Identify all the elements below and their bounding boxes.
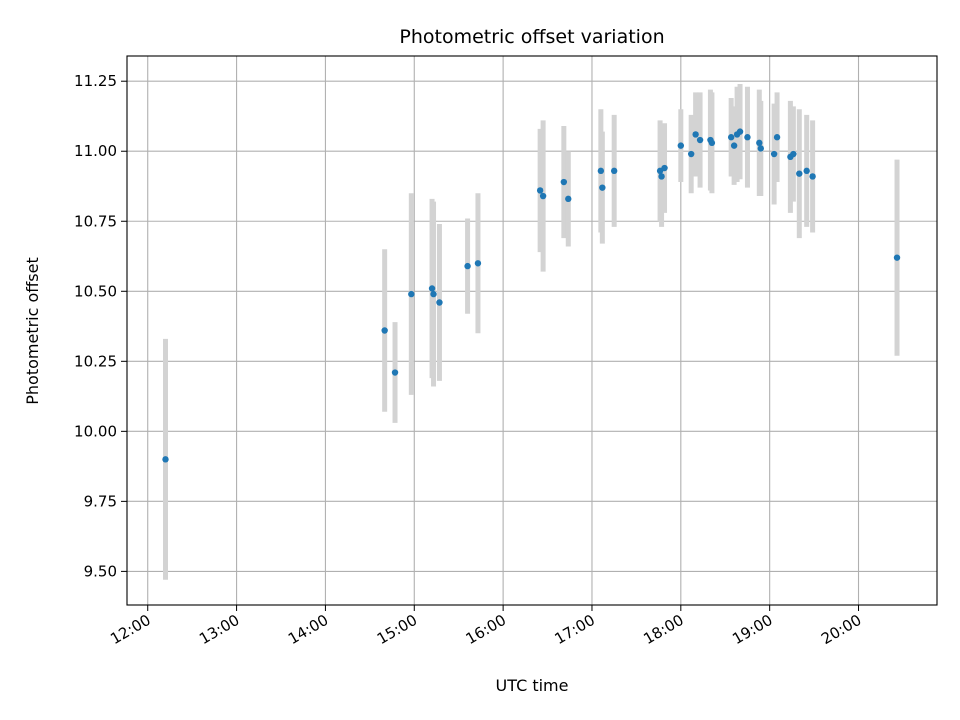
data-point: [391, 369, 399, 376]
data-point: [809, 173, 816, 180]
data-point: [599, 184, 606, 191]
data-point: [790, 150, 797, 158]
plot-frame: [126, 55, 938, 606]
data-point: [893, 254, 901, 261]
x-grid: [147, 56, 860, 605]
x-ticks: 12:00 13:00 14:00 15:00 16:00 17:00 18:00 19:00…: [107, 605, 865, 648]
data-point: [708, 139, 716, 147]
y-tick-label: 9.50: [84, 562, 117, 580]
data-point: [727, 134, 735, 141]
y-grid: [127, 80, 937, 572]
data-point: [474, 260, 482, 267]
x-tick-label: 16:00: [463, 611, 509, 648]
y-tick-label: 9.75: [84, 492, 117, 510]
y-tick-label: 11.25: [74, 72, 117, 90]
y-tick-label: 10.25: [74, 352, 117, 370]
x-tick-label: 17:00: [552, 611, 598, 648]
data-point: [381, 327, 388, 334]
y-ticks: 9.50 9.75 10.00 10.25 10.50 10.75 11.00 11.25: [74, 72, 127, 580]
data-point: [736, 128, 744, 135]
x-tick-label: 14:00: [285, 611, 331, 648]
data-point: [730, 142, 738, 149]
data-point: [692, 131, 699, 138]
data-point: [796, 170, 803, 177]
data-point: [756, 139, 763, 147]
y-tick-label: 10.00: [74, 422, 117, 440]
data-point: [757, 145, 764, 152]
data-point: [744, 134, 751, 141]
x-tick-label: 20:00: [818, 611, 864, 648]
data-point: [773, 134, 781, 141]
data-point: [658, 173, 665, 180]
data-point: [610, 167, 618, 175]
data-point: [162, 456, 169, 463]
data-point: [560, 178, 568, 186]
x-tick-label: 18:00: [640, 611, 686, 648]
chart-title: Photometric offset variation: [399, 26, 664, 48]
data-point: [696, 136, 704, 144]
y-tick-label: 10.50: [74, 282, 117, 300]
data-point: [428, 285, 436, 292]
data-point: [677, 142, 685, 149]
data-point: [661, 164, 668, 172]
data-point: [408, 290, 415, 298]
data-point: [430, 290, 437, 298]
data-point: [436, 299, 443, 306]
x-axis-label: UTC time: [496, 676, 569, 695]
data-point: [539, 192, 547, 200]
data-point: [597, 167, 605, 175]
data-points: [162, 128, 901, 463]
data-point: [464, 262, 471, 270]
error-bars: [163, 84, 900, 580]
data-point: [565, 195, 572, 203]
data-point: [803, 167, 810, 175]
y-axis-label: Photometric offset: [23, 257, 42, 405]
x-tick-label: 19:00: [729, 611, 775, 648]
data-point: [687, 150, 695, 158]
x-tick-label: 15:00: [374, 611, 420, 648]
data-point: [770, 150, 778, 158]
x-tick-label: 12:00: [107, 611, 153, 648]
data-point: [536, 187, 544, 194]
x-tick-label: 13:00: [196, 611, 242, 648]
y-tick-label: 11.00: [74, 142, 117, 160]
y-tick-label: 10.75: [74, 212, 117, 230]
